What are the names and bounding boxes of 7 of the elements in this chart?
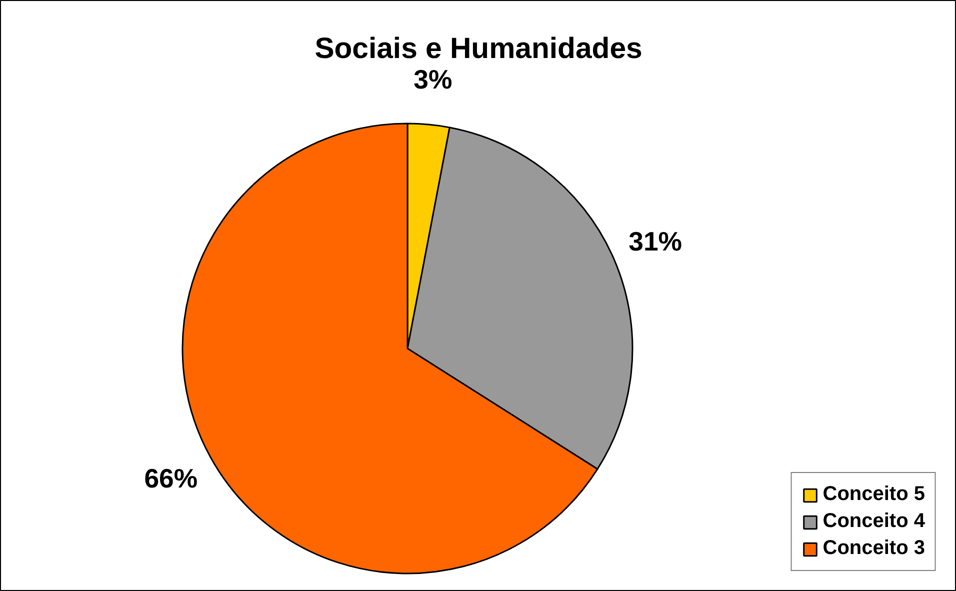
data-label: 3% — [414, 64, 452, 95]
data-label: 31% — [628, 226, 682, 256]
legend-label: Conceito 3 — [822, 537, 925, 560]
data-label: 66% — [144, 464, 198, 494]
legend-label: Conceito 4 — [822, 510, 925, 533]
legend-label: Conceito 5 — [822, 483, 925, 506]
chart-title: Sociais e Humanidades — [314, 32, 642, 65]
